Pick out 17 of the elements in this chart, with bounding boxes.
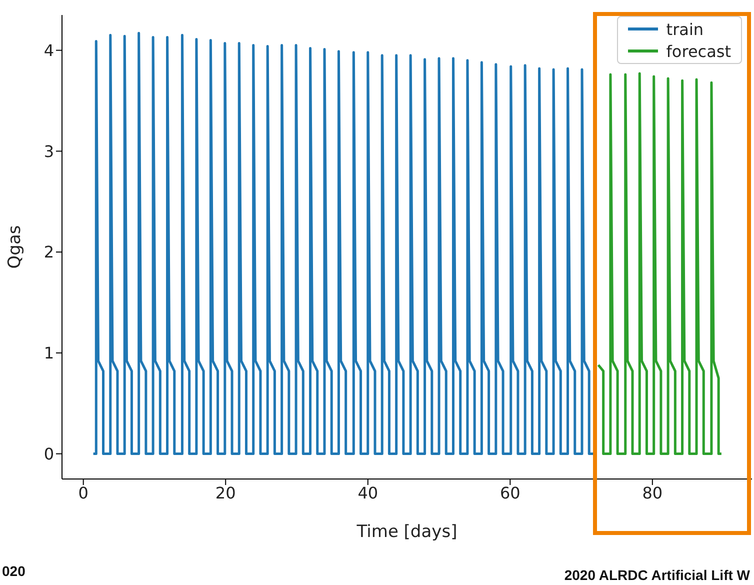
y-tick-label: 0 xyxy=(44,444,54,464)
x-tick-label: 0 xyxy=(78,483,88,502)
text: 2020 ALRDC Artificial Lift W xyxy=(564,567,750,583)
legend-label: train xyxy=(666,20,704,38)
y-axis-title: Qgas xyxy=(5,225,26,269)
x-axis-title: Time [days] xyxy=(356,522,458,542)
x-tick-label: 20 xyxy=(215,483,236,502)
legend-label: forecast xyxy=(666,42,731,60)
x-tick-label: 80 xyxy=(642,483,663,502)
y-tick-label: 1 xyxy=(44,344,54,363)
x-tick-label: 60 xyxy=(500,483,520,502)
y-tick-label: 4 xyxy=(44,40,54,60)
line-series xyxy=(597,72,723,456)
y-tick-label: 2 xyxy=(44,242,54,262)
y-tick-label: 3 xyxy=(44,142,54,161)
text: 020 xyxy=(2,563,26,579)
x-tick-label: 40 xyxy=(358,483,378,502)
